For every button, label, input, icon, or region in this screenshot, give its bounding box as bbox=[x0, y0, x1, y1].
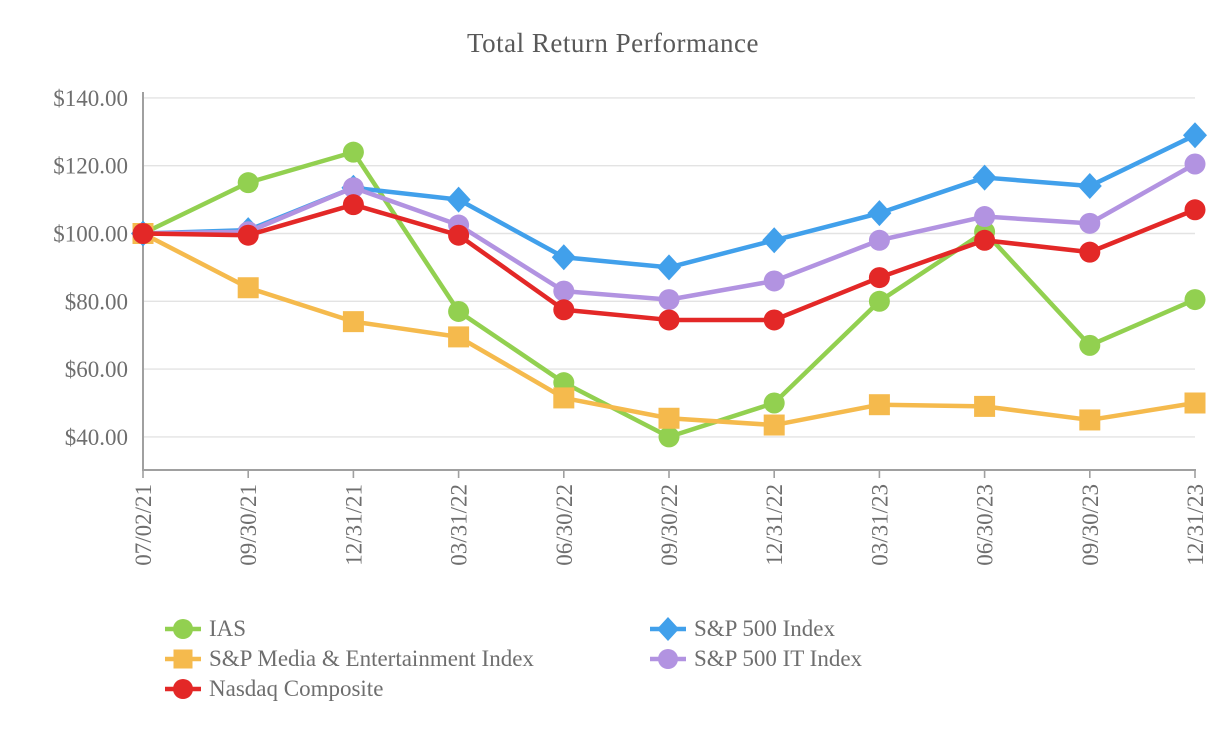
data-point-s-p-media-entertainment-index bbox=[868, 394, 890, 416]
data-point-s-p-media-entertainment-index bbox=[1184, 392, 1206, 414]
legend-item-nasdaq: Nasdaq Composite bbox=[165, 676, 650, 702]
data-point-s-p-500-index bbox=[972, 164, 997, 191]
data-point-s-p-500-it-index bbox=[974, 206, 996, 228]
y-tick-label: $80.00 bbox=[65, 289, 128, 314]
legend-marker-shape bbox=[173, 649, 193, 669]
data-point-nasdaq-composite bbox=[1079, 241, 1101, 263]
legend-item-sp500-it: S&P 500 IT Index bbox=[650, 646, 862, 672]
data-point-ias bbox=[1184, 289, 1206, 311]
plot-area: $140.00 $120.00 $100.00 $80.00 $60.00 $40.00 0… bbox=[53, 86, 1208, 566]
x-tick-label: 06/30/23 bbox=[973, 484, 998, 566]
data-point-ias bbox=[448, 300, 470, 322]
y-tick-label: $60.00 bbox=[65, 357, 128, 382]
data-point-s-p-media-entertainment-index bbox=[237, 277, 259, 299]
y-tick-label: $140.00 bbox=[53, 86, 128, 111]
data-point-s-p-500-index bbox=[1183, 122, 1207, 149]
legend-item-ias: IAS bbox=[165, 616, 650, 642]
ias-circle-marker-icon bbox=[165, 619, 201, 639]
data-point-s-p-500-it-index bbox=[553, 280, 575, 302]
legend-label-nasdaq: Nasdaq Composite bbox=[209, 676, 384, 701]
data-point-nasdaq-composite bbox=[658, 309, 680, 331]
data-point-nasdaq-composite bbox=[342, 194, 364, 216]
legend-marker-shape bbox=[173, 679, 193, 699]
data-point-s-p-media-entertainment-index bbox=[658, 407, 680, 429]
data-point-nasdaq-composite bbox=[763, 309, 785, 331]
legend-label-sp-media-entertainment: S&P Media & Entertainment Index bbox=[209, 646, 534, 671]
data-point-s-p-500-it-index bbox=[868, 229, 890, 251]
x-tick-label: 03/31/23 bbox=[867, 484, 892, 566]
legend-marker-shape bbox=[658, 649, 678, 669]
legend-marker-shape bbox=[173, 619, 193, 639]
x-tick-label: 03/31/22 bbox=[447, 484, 472, 566]
data-point-s-p-500-index bbox=[867, 200, 892, 227]
x-tick-label: 09/30/21 bbox=[236, 484, 261, 566]
data-point-s-p-media-entertainment-index bbox=[763, 414, 785, 436]
data-point-s-p-500-index bbox=[762, 227, 787, 254]
sp500-it-circle-marker-icon bbox=[650, 649, 686, 669]
data-point-ias bbox=[763, 392, 785, 414]
legend-marker-shape bbox=[657, 617, 679, 641]
data-point-s-p-500-index bbox=[446, 186, 471, 213]
data-point-ias bbox=[1079, 334, 1101, 356]
sp500-diamond-marker-icon bbox=[650, 617, 686, 641]
data-point-s-p-500-index bbox=[551, 244, 576, 271]
legend-item-sp-media-entertainment: S&P Media & Entertainment Index bbox=[165, 646, 650, 672]
legend-item-sp500: S&P 500 Index bbox=[650, 616, 862, 642]
x-tick-label: 09/30/22 bbox=[657, 484, 682, 566]
x-tick-label: 09/30/23 bbox=[1078, 484, 1103, 566]
data-point-nasdaq-composite bbox=[237, 224, 259, 246]
data-point-s-p-500-it-index bbox=[658, 289, 680, 311]
legend-label-ias: IAS bbox=[209, 616, 247, 641]
chart-title: Total Return Performance bbox=[466, 28, 759, 58]
data-point-s-p-500-it-index bbox=[763, 270, 785, 292]
data-point-nasdaq-composite bbox=[974, 229, 996, 251]
data-point-s-p-media-entertainment-index bbox=[553, 387, 575, 409]
x-tick-label: 06/30/22 bbox=[552, 484, 577, 566]
data-point-nasdaq-composite bbox=[448, 224, 470, 246]
data-point-s-p-500-index bbox=[1077, 173, 1102, 200]
data-point-nasdaq-composite bbox=[868, 267, 890, 289]
data-point-s-p-500-it-index bbox=[342, 177, 364, 199]
sp-media-square-marker-icon bbox=[165, 649, 201, 669]
x-tick-label: 12/31/22 bbox=[762, 484, 787, 566]
data-point-s-p-media-entertainment-index bbox=[1079, 409, 1101, 431]
data-point-s-p-media-entertainment-index bbox=[448, 326, 470, 348]
data-point-ias bbox=[658, 426, 680, 448]
data-point-ias bbox=[868, 290, 890, 312]
legend-label-sp500: S&P 500 Index bbox=[694, 616, 835, 641]
data-point-s-p-media-entertainment-index bbox=[974, 395, 996, 417]
data-point-ias bbox=[237, 172, 259, 194]
data-point-s-p-500-it-index bbox=[1079, 212, 1101, 234]
data-point-nasdaq-composite bbox=[132, 223, 154, 244]
x-tick-label: 12/31/21 bbox=[341, 484, 366, 566]
y-tick-label: $40.00 bbox=[65, 425, 128, 450]
nasdaq-circle-marker-icon bbox=[165, 679, 201, 699]
x-tick-label: 07/02/21 bbox=[131, 484, 156, 566]
data-point-nasdaq-composite bbox=[1184, 199, 1206, 221]
data-point-s-p-media-entertainment-index bbox=[342, 311, 364, 333]
data-point-nasdaq-composite bbox=[553, 299, 575, 321]
data-point-ias bbox=[342, 141, 364, 163]
legend-label-sp500-it: S&P 500 IT Index bbox=[694, 646, 863, 671]
y-tick-label: $100.00 bbox=[53, 222, 128, 247]
data-point-s-p-500-it-index bbox=[1184, 153, 1206, 175]
x-tick-label: 12/31/23 bbox=[1183, 484, 1208, 566]
data-point-s-p-500-index bbox=[657, 254, 681, 281]
legend: IAS S&P 500 Index S&P Media & Entertainm… bbox=[165, 614, 862, 704]
y-tick-label: $120.00 bbox=[53, 154, 128, 179]
